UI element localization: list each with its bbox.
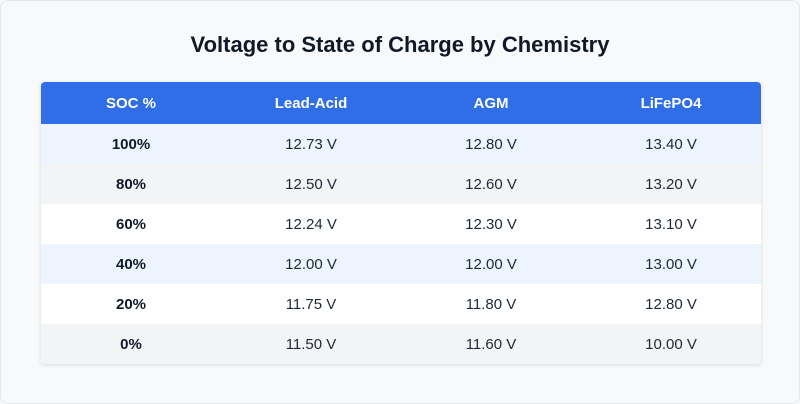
table-row: 20% 11.75 V 11.80 V 12.80 V [41, 284, 761, 324]
table-header: SOC % Lead-Acid AGM LiFePO4 [41, 82, 761, 124]
lifepo4-cell: 13.40 V [645, 135, 697, 153]
lead-acid-cell: 12.50 V [285, 175, 337, 193]
agm-cell: 11.80 V [465, 295, 517, 313]
header-row: SOC % Lead-Acid AGM LiFePO4 [41, 82, 761, 124]
lead-acid-cell: 12.24 V [285, 215, 337, 233]
column-header-lifepo4: LiFePO4 [640, 94, 702, 112]
soc-cell: 60% [115, 215, 147, 233]
column-header-soc: SOC % [105, 94, 156, 112]
column-header-agm: AGM [473, 94, 509, 112]
lifepo4-cell: 13.00 V [645, 255, 697, 273]
soc-cell: 80% [115, 175, 147, 193]
table-row: 0% 11.50 V 11.60 V 10.00 V [41, 324, 761, 364]
table-row: 40% 12.00 V 12.00 V 13.00 V [41, 244, 761, 284]
table-row: 100% 12.73 V 12.80 V 13.40 V [41, 124, 761, 164]
column-header-lead-acid: Lead-Acid [274, 94, 348, 112]
agm-cell: 11.60 V [465, 335, 517, 353]
lead-acid-cell: 11.50 V [285, 335, 337, 353]
agm-cell: 12.30 V [465, 215, 517, 233]
lifepo4-cell: 13.20 V [645, 175, 697, 193]
soc-cell: 0% [120, 335, 142, 353]
lifepo4-cell: 13.10 V [645, 215, 697, 233]
table-row: 60% 12.24 V 12.30 V 13.10 V [41, 204, 761, 244]
soc-cell: 100% [111, 135, 151, 153]
table-title: Voltage to State of Charge by Chemistry [190, 32, 610, 57]
lifepo4-cell: 10.00 V [645, 335, 697, 353]
lead-acid-cell: 12.00 V [285, 255, 337, 273]
agm-cell: 12.80 V [465, 135, 517, 153]
agm-cell: 12.00 V [465, 255, 517, 273]
soc-cell: 40% [115, 255, 147, 273]
agm-cell: 12.60 V [465, 175, 517, 193]
voltage-table: SOC % Lead-Acid AGM LiFePO4 100% 12.73 V… [41, 82, 761, 364]
lead-acid-cell: 11.75 V [285, 295, 337, 313]
data-table: SOC % Lead-Acid AGM LiFePO4 100% 12.73 V… [41, 82, 761, 364]
table-row: 80% 12.50 V 12.60 V 13.20 V [41, 164, 761, 204]
soc-cell: 20% [115, 295, 147, 313]
lifepo4-cell: 12.80 V [645, 295, 697, 313]
lead-acid-cell: 12.73 V [285, 135, 337, 153]
table-body: 100% 12.73 V 12.80 V 13.40 V 80% 12.50 V… [41, 124, 761, 364]
